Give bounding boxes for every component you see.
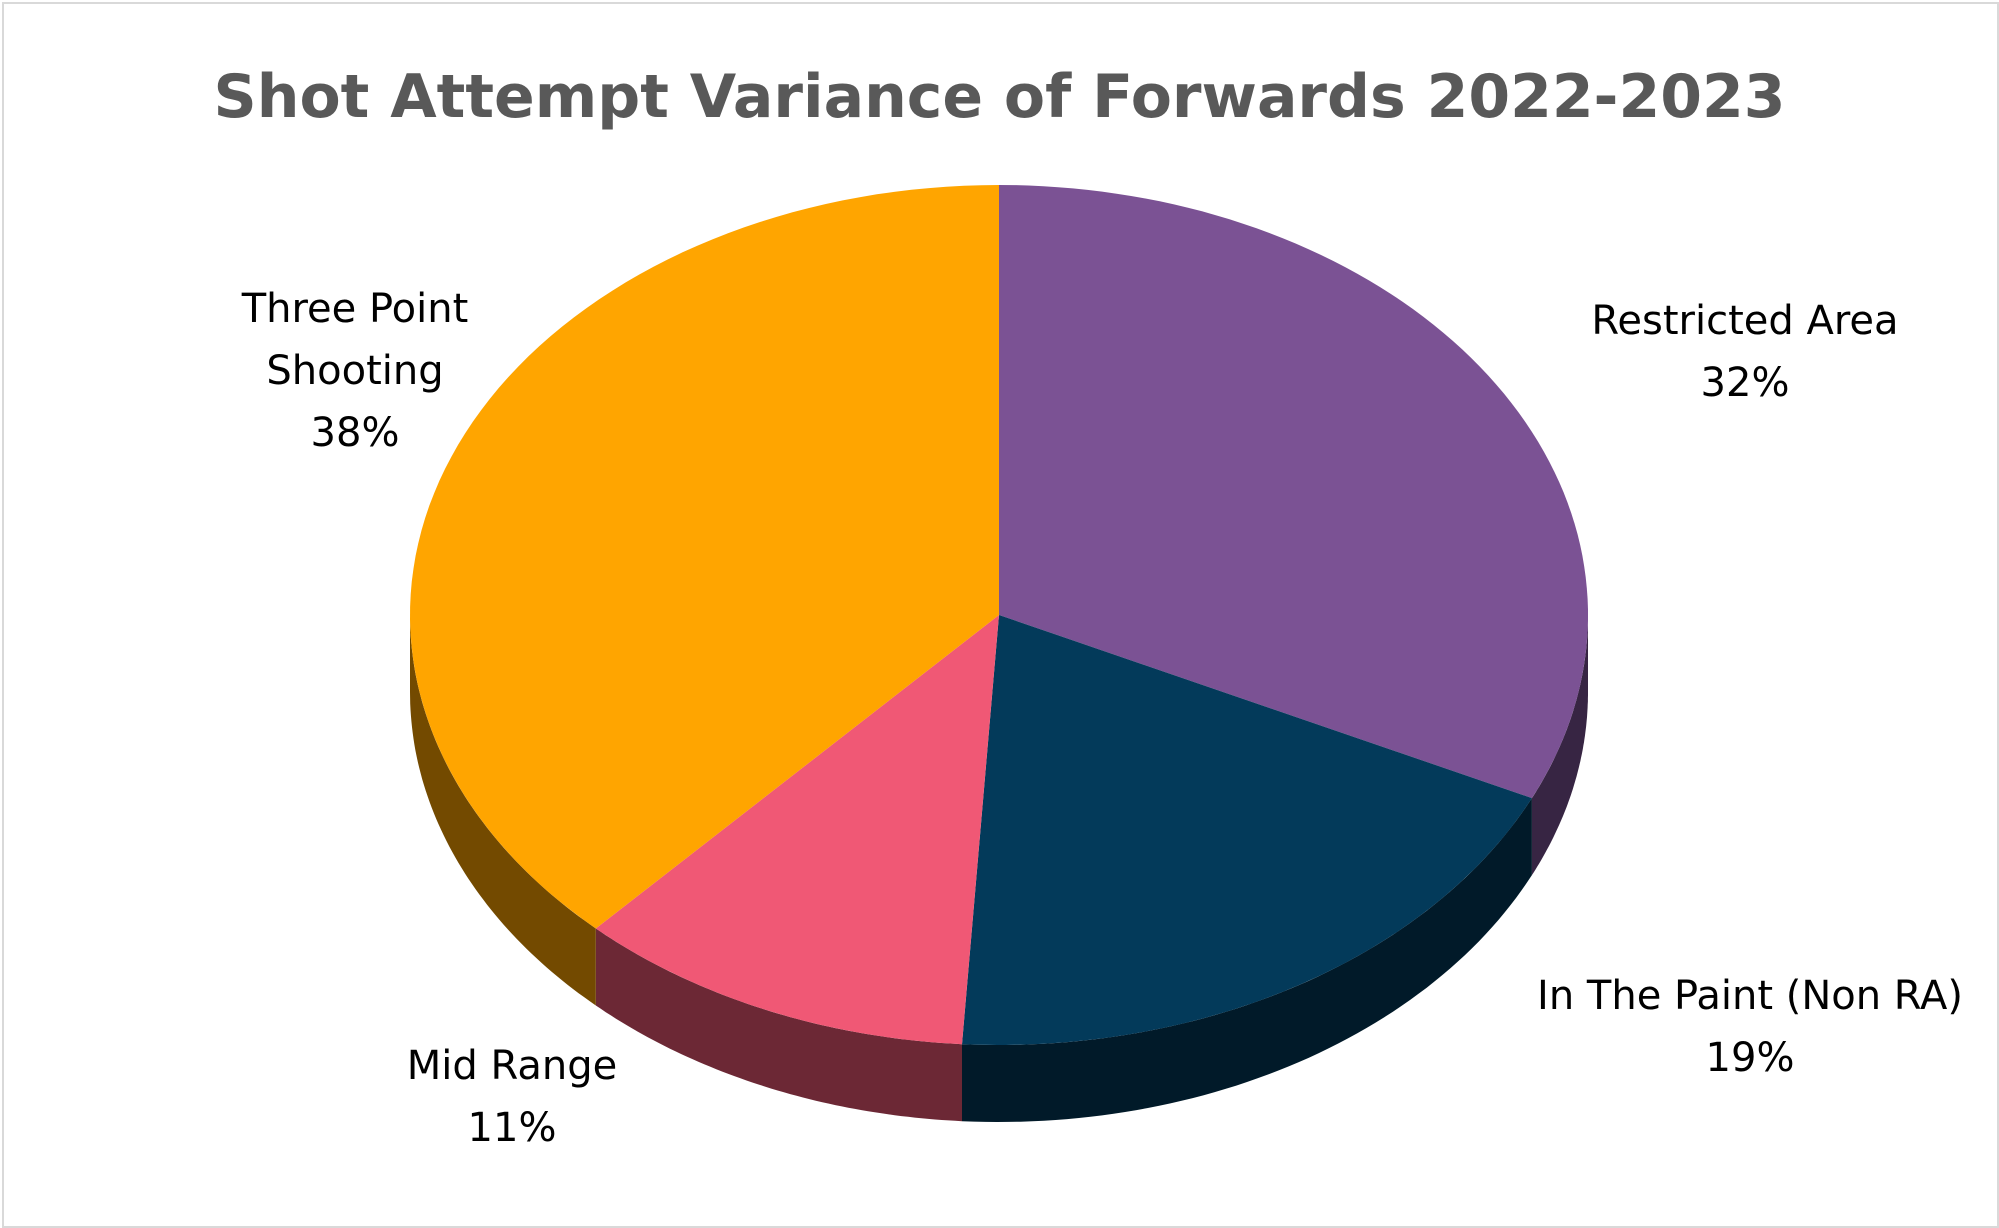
category-label: Restricted Area [1591, 298, 1899, 344]
data-label: In The Paint (Non RA) 19% [1500, 965, 1999, 1089]
pie-side [410, 615, 596, 1006]
value-label: 38% [310, 410, 400, 456]
chart-title: Shot Attempt Variance of Forwards 2022-2… [213, 62, 1786, 132]
value-label: 32% [1700, 360, 1790, 406]
pie-slice [999, 185, 1588, 799]
pie-slice [595, 615, 999, 1045]
category-label: Mid Range [406, 1043, 618, 1089]
pie-side [962, 798, 1532, 1122]
pie-slice [962, 615, 1532, 1045]
pie-side [1531, 615, 1588, 876]
pie-side [595, 928, 962, 1122]
data-label: Three Point Shooting 38% [190, 278, 520, 464]
category-label: In The Paint (Non RA) [1537, 973, 1963, 1019]
pie-slice [410, 185, 999, 929]
data-label: Mid Range 11% [362, 1035, 662, 1159]
value-label: 11% [467, 1105, 557, 1151]
data-label: Restricted Area 32% [1535, 290, 1955, 414]
value-label: 19% [1705, 1035, 1795, 1081]
category-label: Three Point Shooting [241, 286, 469, 394]
